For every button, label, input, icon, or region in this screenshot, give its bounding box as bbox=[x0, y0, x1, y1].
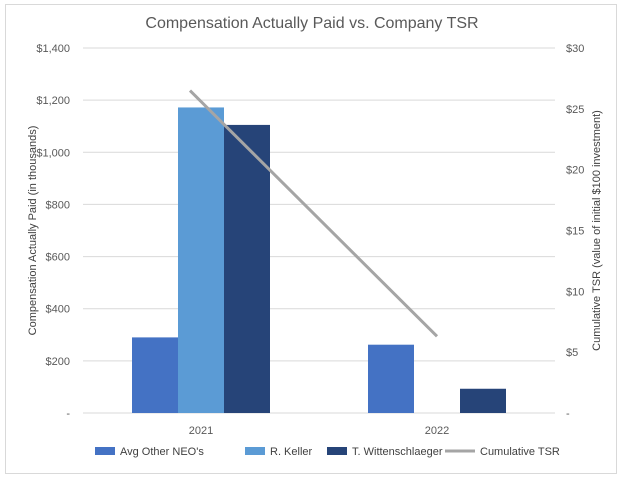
left-tick-label: $1,000 bbox=[36, 147, 70, 159]
right-tick-label: $30 bbox=[566, 43, 584, 55]
bar-r-keller-2021 bbox=[178, 107, 224, 413]
bar-avg-other-neo-s-2022 bbox=[368, 344, 414, 413]
left-tick-label: $600 bbox=[46, 252, 70, 264]
left-tick-label: - bbox=[66, 408, 70, 420]
left-tick-label: $1,200 bbox=[36, 95, 70, 107]
legend-label: R. Keller bbox=[270, 446, 313, 458]
left-tick-label: $400 bbox=[46, 304, 70, 316]
left-tick-label: $1,400 bbox=[36, 43, 70, 55]
left-tick-label: $800 bbox=[46, 199, 70, 211]
cumulative-tsr-line bbox=[188, 89, 439, 338]
x-tick-label: 2021 bbox=[189, 425, 213, 437]
right-tick-label: $15 bbox=[566, 226, 584, 238]
left-tick-label: $200 bbox=[46, 356, 70, 368]
legend-label: Cumulative TSR bbox=[480, 446, 560, 458]
x-tick-label: 2022 bbox=[425, 425, 449, 437]
legend-label: T. Wittenschlaeger bbox=[352, 446, 443, 458]
chart-frame bbox=[5, 4, 617, 474]
tsr-line-layer bbox=[188, 89, 439, 338]
right-tick-label: $10 bbox=[566, 286, 584, 298]
right-tick-label: $5 bbox=[566, 347, 578, 359]
left-axis-title: Compensation Actually Paid (in thousands… bbox=[27, 126, 39, 336]
x-axis-ticks: 2021 2022 bbox=[189, 425, 449, 437]
legend-swatch bbox=[245, 447, 265, 455]
legend-swatch bbox=[327, 447, 347, 455]
right-tick-label: - bbox=[566, 408, 570, 420]
right-axis-ticks: - $5 $10 $15 $20 $25 $30 bbox=[566, 43, 584, 420]
bar-t-wittenschlaeger-2021 bbox=[224, 124, 270, 414]
bar-t-wittenschlaeger-2022 bbox=[460, 388, 506, 413]
right-axis-title: Cumulative TSR (value of initial $100 in… bbox=[591, 110, 603, 351]
right-tick-label: $20 bbox=[566, 165, 584, 177]
legend-swatch bbox=[95, 447, 115, 455]
right-tick-label: $25 bbox=[566, 104, 584, 116]
bar-avg-other-neo-s-2021 bbox=[132, 337, 178, 413]
chart-title: Compensation Actually Paid vs. Company T… bbox=[145, 15, 478, 32]
bars bbox=[132, 107, 506, 414]
left-axis-ticks: - $200 $400 $600 $800 $1,000 $1,200 $1,400 bbox=[36, 43, 70, 420]
legend: Avg Other NEO's R. Keller T. Wittenschlaeg… bbox=[95, 446, 560, 458]
legend-label: Avg Other NEO's bbox=[120, 446, 204, 458]
